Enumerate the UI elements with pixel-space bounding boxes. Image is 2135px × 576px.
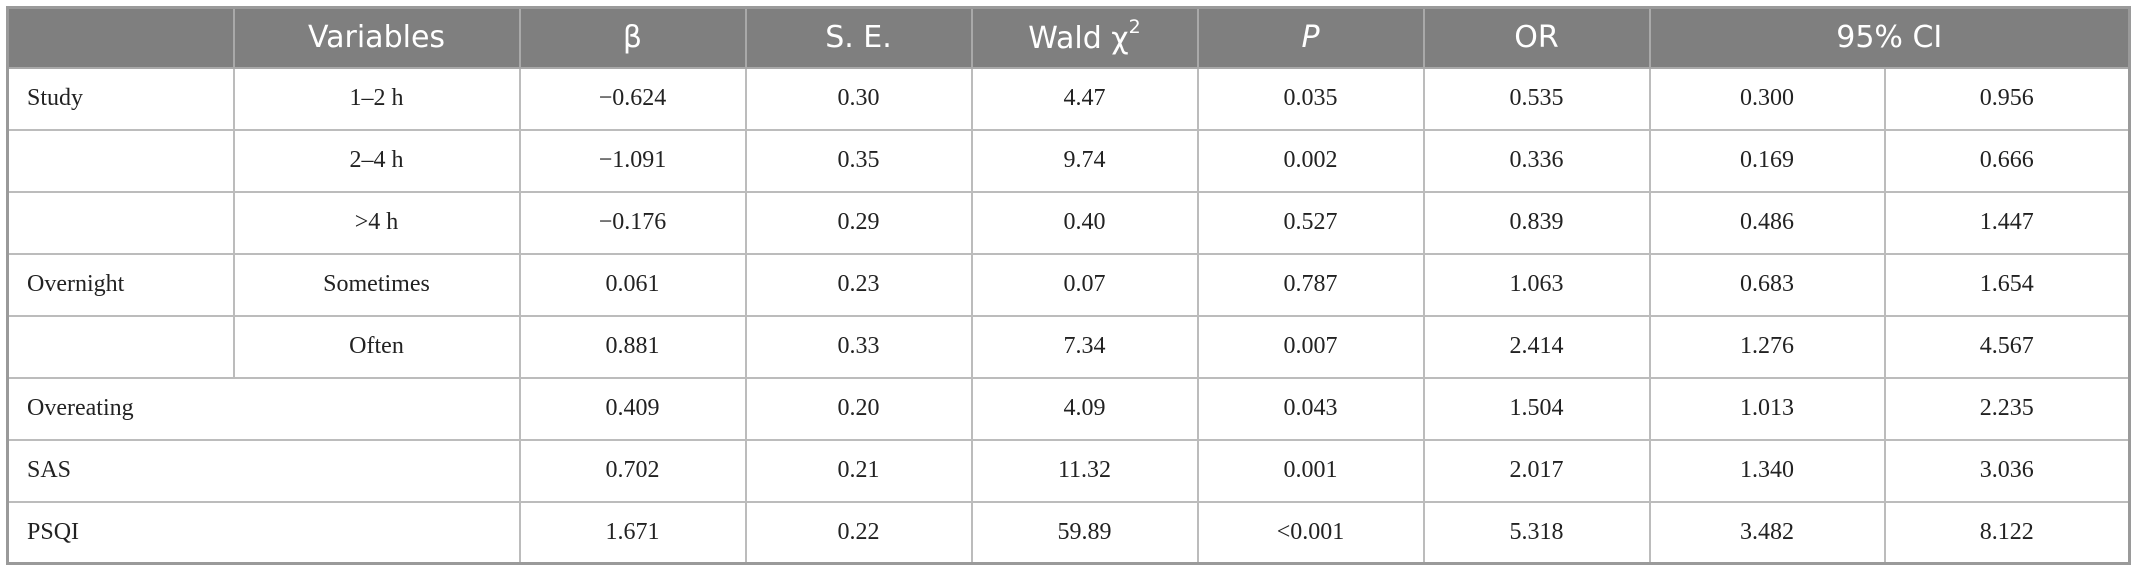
- cell-level: 2–4 h: [232, 128, 521, 193]
- header-variables: Variables: [232, 6, 521, 69]
- header-se: S. E.: [744, 6, 973, 69]
- cell-ci-high: 1.447: [1883, 190, 2131, 255]
- table-header: Variables β S. E. Wald χ2 P OR 95% CI: [6, 6, 2131, 69]
- cell-beta: 0.409: [518, 376, 747, 441]
- table-body: Study 1–2 h −0.624 0.30 4.47 0.035 0.535…: [6, 66, 2131, 565]
- cell-group: [6, 314, 235, 379]
- cell-p: 0.043: [1196, 376, 1425, 441]
- cell-ci-low: 0.683: [1648, 252, 1886, 317]
- cell-ci-high: 2.235: [1883, 376, 2131, 441]
- cell-wald: 11.32: [970, 438, 1199, 503]
- table-row: PSQI 1.671 0.22 59.89 <0.001 5.318 3.482…: [6, 500, 2131, 565]
- cell-or: 2.017: [1422, 438, 1651, 503]
- cell-group: Overeating: [6, 376, 521, 441]
- cell-beta: −0.176: [518, 190, 747, 255]
- cell-beta: −1.091: [518, 128, 747, 193]
- cell-wald: 0.40: [970, 190, 1199, 255]
- cell-se: 0.23: [744, 252, 973, 317]
- logistic-regression-table: Variables β S. E. Wald χ2 P OR 95% CI St…: [6, 6, 2132, 565]
- header-p-label: P: [1301, 20, 1320, 56]
- cell-ci-low: 1.013: [1648, 376, 1886, 441]
- cell-group: Overnight: [6, 252, 235, 317]
- cell-p: 0.001: [1196, 438, 1425, 503]
- cell-wald: 9.74: [970, 128, 1199, 193]
- cell-p: 0.787: [1196, 252, 1425, 317]
- cell-ci-high: 0.666: [1883, 128, 2131, 193]
- cell-p: 0.527: [1196, 190, 1425, 255]
- regression-table-container: Variables β S. E. Wald χ2 P OR 95% CI St…: [6, 6, 2132, 565]
- cell-p: 0.002: [1196, 128, 1425, 193]
- cell-group: [6, 128, 235, 193]
- cell-wald: 4.09: [970, 376, 1199, 441]
- cell-level: Sometimes: [232, 252, 521, 317]
- header-wald-label: Wald χ: [1028, 20, 1129, 56]
- cell-se: 0.35: [744, 128, 973, 193]
- cell-group: [6, 190, 235, 255]
- cell-ci-high: 3.036: [1883, 438, 2131, 503]
- cell-ci-low: 1.340: [1648, 438, 1886, 503]
- cell-se: 0.22: [744, 500, 973, 565]
- cell-ci-high: 1.654: [1883, 252, 2131, 317]
- cell-ci-high: 4.567: [1883, 314, 2131, 379]
- cell-se: 0.21: [744, 438, 973, 503]
- cell-p: 0.007: [1196, 314, 1425, 379]
- cell-or: 5.318: [1422, 500, 1651, 565]
- cell-level: 1–2 h: [232, 66, 521, 131]
- cell-level: >4 h: [232, 190, 521, 255]
- cell-wald: 4.47: [970, 66, 1199, 131]
- cell-se: 0.29: [744, 190, 973, 255]
- cell-p: <0.001: [1196, 500, 1425, 565]
- cell-beta: 0.702: [518, 438, 747, 503]
- cell-p: 0.035: [1196, 66, 1425, 131]
- cell-group: PSQI: [6, 500, 521, 565]
- cell-wald: 59.89: [970, 500, 1199, 565]
- cell-or: 1.063: [1422, 252, 1651, 317]
- cell-ci-low: 3.482: [1648, 500, 1886, 565]
- header-or: OR: [1422, 6, 1651, 69]
- cell-se: 0.30: [744, 66, 973, 131]
- table-row: Study 1–2 h −0.624 0.30 4.47 0.035 0.535…: [6, 66, 2131, 131]
- cell-ci-low: 0.486: [1648, 190, 1886, 255]
- table-row: >4 h −0.176 0.29 0.40 0.527 0.839 0.486 …: [6, 190, 2131, 255]
- cell-or: 1.504: [1422, 376, 1651, 441]
- header-wald-superscript: 2: [1128, 15, 1141, 38]
- cell-beta: −0.624: [518, 66, 747, 131]
- cell-ci-low: 0.300: [1648, 66, 1886, 131]
- cell-se: 0.33: [744, 314, 973, 379]
- table-row: SAS 0.702 0.21 11.32 0.001 2.017 1.340 3…: [6, 438, 2131, 503]
- cell-group: SAS: [6, 438, 521, 503]
- cell-or: 0.336: [1422, 128, 1651, 193]
- cell-beta: 0.061: [518, 252, 747, 317]
- cell-beta: 0.881: [518, 314, 747, 379]
- cell-group: Study: [6, 66, 235, 131]
- cell-or: 0.839: [1422, 190, 1651, 255]
- table-row: Often 0.881 0.33 7.34 0.007 2.414 1.276 …: [6, 314, 2131, 379]
- cell-level: Often: [232, 314, 521, 379]
- cell-or: 2.414: [1422, 314, 1651, 379]
- header-p: P: [1196, 6, 1425, 69]
- header-ci: 95% CI: [1648, 6, 2131, 69]
- header-beta: β: [518, 6, 747, 69]
- cell-ci-low: 0.169: [1648, 128, 1886, 193]
- header-group-blank: [6, 6, 235, 69]
- cell-wald: 7.34: [970, 314, 1199, 379]
- cell-se: 0.20: [744, 376, 973, 441]
- table-row: 2–4 h −1.091 0.35 9.74 0.002 0.336 0.169…: [6, 128, 2131, 193]
- cell-ci-low: 1.276: [1648, 314, 1886, 379]
- header-wald: Wald χ2: [970, 6, 1199, 69]
- table-row: Overeating 0.409 0.20 4.09 0.043 1.504 1…: [6, 376, 2131, 441]
- cell-or: 0.535: [1422, 66, 1651, 131]
- header-row: Variables β S. E. Wald χ2 P OR 95% CI: [6, 6, 2131, 69]
- table-row: Overnight Sometimes 0.061 0.23 0.07 0.78…: [6, 252, 2131, 317]
- cell-ci-high: 0.956: [1883, 66, 2131, 131]
- cell-ci-high: 8.122: [1883, 500, 2131, 565]
- cell-beta: 1.671: [518, 500, 747, 565]
- cell-wald: 0.07: [970, 252, 1199, 317]
